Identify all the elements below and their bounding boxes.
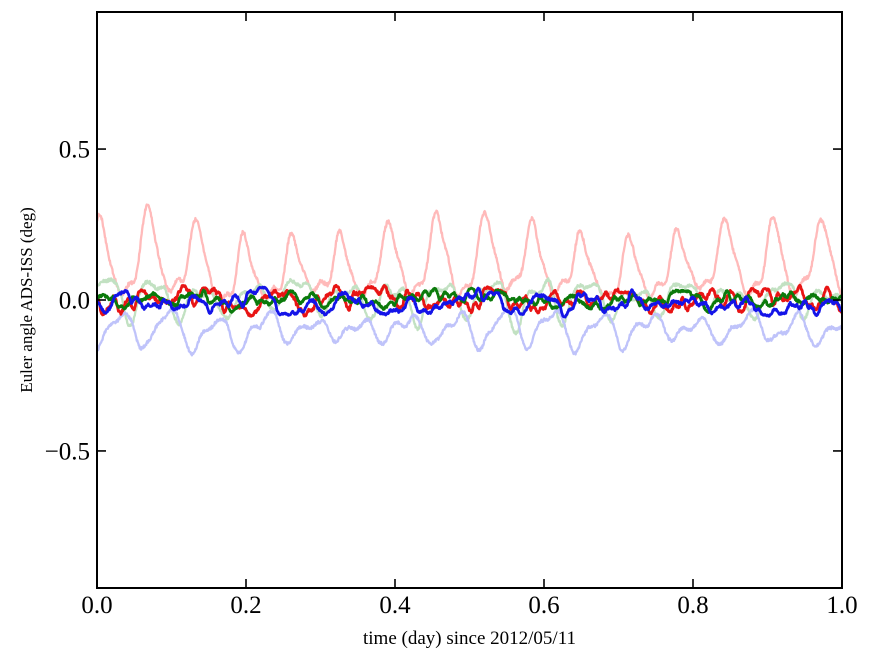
series-euler-angle-2-raw	[97, 277, 842, 336]
series-euler-angle-3-raw	[97, 304, 842, 357]
x-tick-label: 0.6	[528, 592, 560, 619]
x-axis-label: time (day) since 2012/05/11	[363, 628, 576, 649]
x-tick-label: 0.4	[379, 592, 411, 619]
x-tick-label: 0.0	[81, 592, 113, 619]
series-euler-angle-1-filtered	[97, 283, 842, 318]
series-euler-angle-3-filtered	[97, 285, 842, 319]
y-tick-label: −0.5	[44, 438, 90, 466]
axes-frame	[96, 11, 843, 589]
x-tick-label: 0.2	[230, 592, 262, 619]
x-tick-label: 0.8	[677, 592, 709, 619]
y-tick-label: 0.0	[58, 287, 90, 315]
x-tick-label: 1.0	[826, 592, 858, 619]
y-tick-label: 0.5	[58, 136, 90, 164]
y-axis-label: Euler angle ADS-ISS (deg)	[17, 207, 36, 393]
